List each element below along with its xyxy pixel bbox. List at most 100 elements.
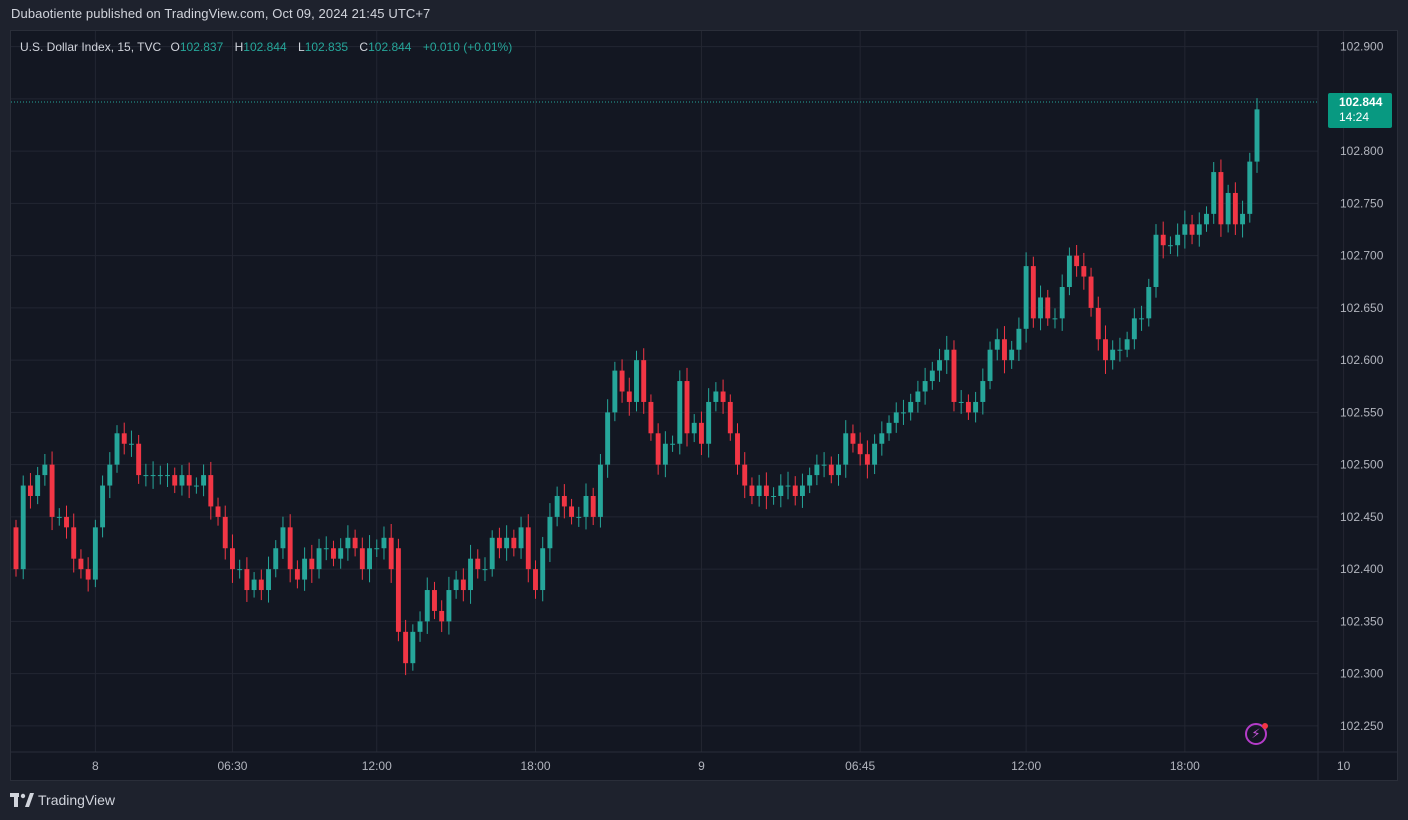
candle xyxy=(706,388,712,458)
candle-body xyxy=(662,443,668,465)
candle-body xyxy=(727,401,733,434)
candle xyxy=(641,348,647,414)
candle-body xyxy=(540,548,546,591)
candle xyxy=(92,519,98,588)
candle-body xyxy=(460,579,466,591)
candle-body xyxy=(323,548,329,550)
candle-body xyxy=(937,360,942,371)
candle-body xyxy=(266,569,271,591)
candle xyxy=(684,367,690,447)
candle xyxy=(468,544,474,604)
candle-body xyxy=(489,537,495,570)
candle xyxy=(64,505,69,539)
candle xyxy=(251,572,257,598)
candle-body xyxy=(836,464,841,476)
candle xyxy=(735,423,740,475)
candle-body xyxy=(136,443,142,476)
candle-body xyxy=(157,475,163,477)
candle-body xyxy=(1196,224,1202,235)
candles xyxy=(13,98,1260,676)
candle xyxy=(756,474,762,507)
candle xyxy=(27,473,33,509)
candle-body xyxy=(287,527,293,570)
candle xyxy=(626,377,632,416)
candle xyxy=(20,475,26,580)
candle-body xyxy=(367,548,372,570)
price-tick-label: 102.700 xyxy=(1340,249,1384,263)
candle-body xyxy=(1254,109,1260,162)
low-value: 102.835 xyxy=(304,40,349,54)
candle xyxy=(100,475,106,538)
candle-body xyxy=(64,516,69,528)
candle xyxy=(1059,274,1065,331)
candle-body xyxy=(359,548,365,570)
candle-body xyxy=(626,391,632,402)
chart-pane[interactable] xyxy=(10,30,1398,781)
candle-body xyxy=(1002,339,1007,361)
candle-body xyxy=(1066,255,1072,288)
candle-body xyxy=(886,422,892,434)
candle-body xyxy=(1016,328,1022,350)
candle-body xyxy=(230,548,235,570)
candle-body xyxy=(417,621,423,632)
candle xyxy=(922,367,928,405)
candle xyxy=(771,487,777,505)
candle xyxy=(237,559,243,579)
candle xyxy=(208,461,214,520)
candle xyxy=(597,453,603,528)
candle xyxy=(951,340,957,412)
candle xyxy=(742,452,748,499)
high-value: 102.844 xyxy=(243,40,287,54)
candle xyxy=(785,471,791,500)
time-tick-label: 18:00 xyxy=(1170,759,1200,773)
candle-body xyxy=(374,548,380,550)
candle xyxy=(1167,236,1173,254)
candle xyxy=(460,568,466,602)
candle xyxy=(193,477,199,494)
candle xyxy=(71,513,77,573)
candle xyxy=(1088,267,1094,317)
candle-body xyxy=(857,443,863,455)
candle xyxy=(720,379,726,414)
price-tick-label: 102.600 xyxy=(1340,353,1384,367)
candle-body xyxy=(1167,245,1173,247)
candle xyxy=(172,467,178,494)
candle-body xyxy=(785,485,791,487)
candle-body xyxy=(965,401,971,413)
candle-body xyxy=(388,537,394,570)
lightning-icon[interactable]: ⚡ xyxy=(1245,723,1267,745)
candle xyxy=(662,431,668,478)
candle-body xyxy=(1153,234,1159,288)
candle-body xyxy=(605,412,611,465)
candle-body xyxy=(100,485,106,528)
candle xyxy=(814,454,820,486)
candle-body xyxy=(763,485,769,496)
candle-body xyxy=(56,516,62,518)
candle xyxy=(994,328,1000,361)
candle-body xyxy=(1110,349,1116,361)
candle-body xyxy=(1211,172,1217,214)
candle xyxy=(294,560,300,589)
candle xyxy=(828,456,834,484)
candle-body xyxy=(590,495,596,517)
candle-body xyxy=(280,527,286,549)
candle-body xyxy=(1218,172,1224,225)
candle-body xyxy=(1182,224,1188,235)
time-tick-label: 18:00 xyxy=(520,759,550,773)
candle-body xyxy=(879,433,885,444)
candle-body xyxy=(395,548,401,632)
candle xyxy=(893,402,899,433)
candle xyxy=(1254,98,1260,173)
candle-body xyxy=(1023,266,1029,329)
candle-body xyxy=(121,433,127,444)
candle-body xyxy=(1052,318,1058,320)
candle-body xyxy=(1175,234,1181,246)
candle xyxy=(973,391,979,423)
candle xyxy=(157,465,163,485)
candle xyxy=(496,527,502,559)
candle-body xyxy=(1204,213,1209,225)
candle xyxy=(136,434,142,484)
candle-body xyxy=(864,454,870,465)
candle-body xyxy=(872,443,878,465)
